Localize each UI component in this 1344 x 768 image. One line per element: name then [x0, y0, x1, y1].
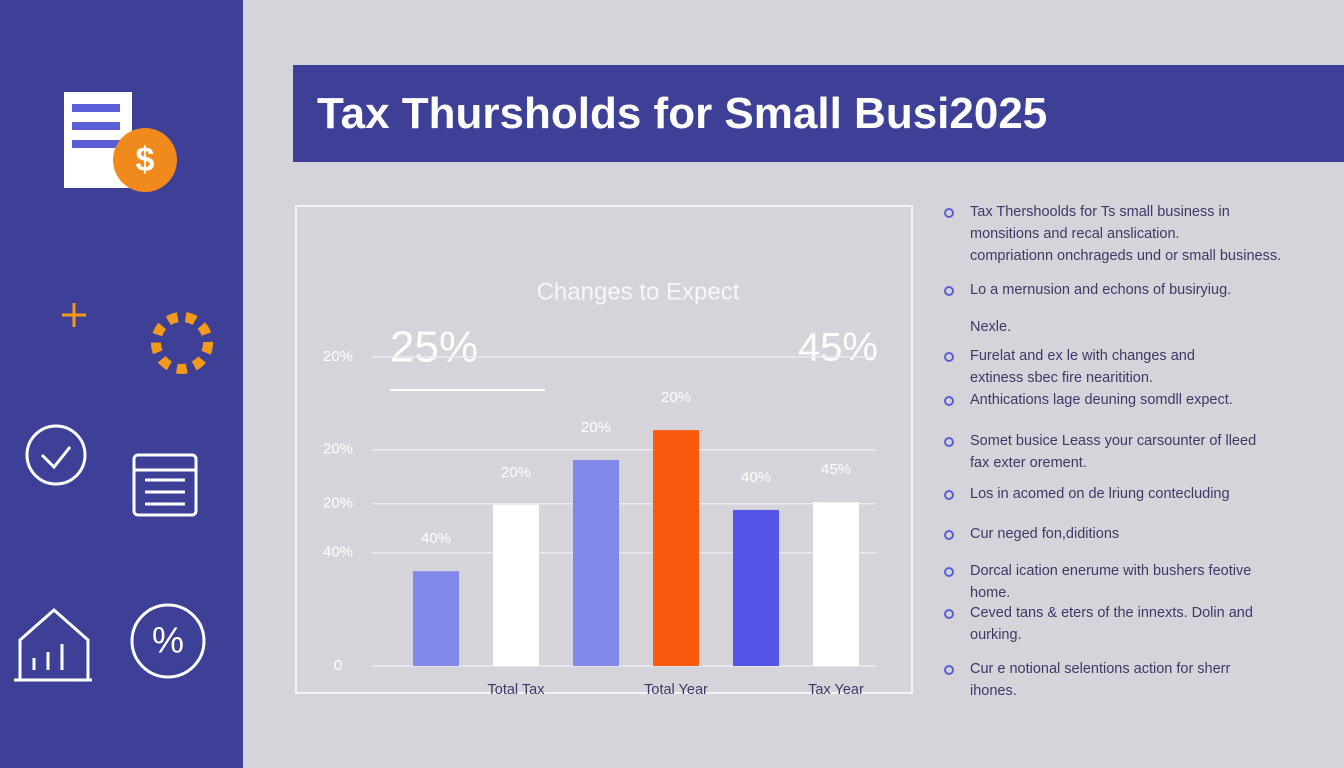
svg-text:%: %: [152, 620, 184, 661]
y-tick-label: 20%: [323, 348, 353, 365]
bar: [653, 430, 699, 666]
bullet: [944, 530, 954, 540]
y-tick-label: 20%: [323, 495, 353, 512]
bullet: [944, 286, 954, 296]
y-tick-label: 20%: [323, 441, 353, 458]
bar-annotation: 20%: [581, 419, 611, 436]
y-tick-label: 0: [334, 657, 342, 674]
chart-frame: [295, 205, 913, 694]
chart-title: Changes to Expect: [537, 278, 740, 305]
bullet: [944, 665, 954, 675]
sidebar-icons: $ %: [14, 92, 213, 682]
bullet: [944, 396, 954, 406]
note-line: ihones.: [970, 683, 1017, 699]
note-line: Cur neged fon,diditions: [970, 526, 1120, 542]
bar-annotation: 40%: [421, 530, 451, 547]
note-subheading: Nexle.: [970, 319, 1012, 335]
bar: [493, 504, 539, 666]
bar-annotation: 45%: [821, 461, 851, 478]
bar-annotation: 40%: [741, 469, 771, 486]
note-line: compriationn onchrageds und or small bus…: [970, 248, 1282, 264]
bar: [813, 502, 859, 666]
bullet: [944, 437, 954, 447]
note-line: Dorcal ication enerume with bushers feot…: [970, 563, 1252, 579]
note-line: Cur e notional selentions action for she…: [970, 661, 1231, 677]
note-line: Lo a mernusion and echons of busiryiug.: [970, 282, 1232, 298]
bullet: [944, 490, 954, 500]
note-line: extiness sbec fire nearitition.: [970, 370, 1153, 386]
highlight: 25%: [390, 323, 478, 372]
note-line: ourking.: [970, 627, 1022, 643]
bullet: [944, 208, 954, 218]
page-title: Tax Thursholds for Small Busi2025: [317, 89, 1048, 138]
note-line: fax exter orement.: [970, 455, 1087, 471]
note-line: home.: [970, 585, 1011, 601]
x-tick-label: Total Tax: [488, 682, 546, 698]
note-line: Anthications lage deuning somdll expect.: [970, 392, 1233, 408]
bullet: [944, 609, 954, 619]
svg-text:$: $: [136, 141, 155, 179]
bullet: [944, 352, 954, 362]
bar-annotation: 20%: [501, 464, 531, 481]
bar: [733, 509, 779, 666]
note-line: monsitions and recal anslication.: [970, 226, 1180, 242]
note-line: Somet busice Leass your carsounter of ll…: [970, 433, 1257, 449]
title-banner: Tax Thursholds for Small Busi2025: [293, 65, 1344, 162]
bar: [573, 460, 619, 666]
note-line: Tax Thershoolds for Ts small business in: [970, 204, 1230, 220]
bar-annotation: 20%: [661, 389, 691, 406]
y-tick-label: 40%: [323, 544, 353, 561]
x-tick-label: Total Year: [644, 682, 708, 698]
note-line: Furelat and ex le with changes and: [970, 348, 1195, 364]
highlight: 45%: [798, 326, 878, 370]
note-line: Ceved tans & eters of the innexts. Dolin…: [970, 605, 1253, 621]
x-tick-label: Tax Year: [808, 682, 864, 698]
note-line: Los in acomed on de lriung contecluding: [970, 486, 1230, 502]
bar: [413, 571, 459, 666]
bullet: [944, 567, 954, 577]
